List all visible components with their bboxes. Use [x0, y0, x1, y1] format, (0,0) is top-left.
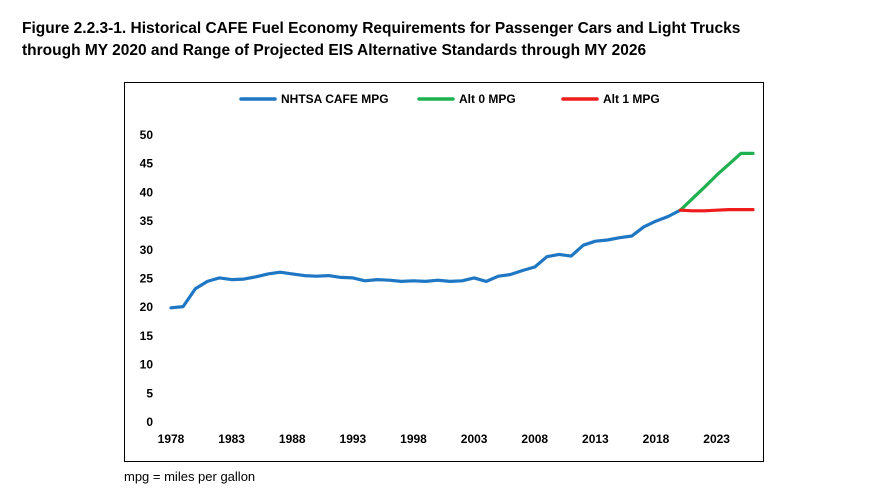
- chart-area: NHTSA CAFE MPG Alt 0 MPG Alt 1 MPG 0 5 10 15 2…: [124, 82, 764, 462]
- y-tick-label: 25: [140, 272, 154, 286]
- series-line-nhtsa-cafe-mpg: [169, 208, 682, 310]
- x-tick-label: 1983: [218, 432, 245, 446]
- legend-label-nhtsa-cafe-mpg: NHTSA CAFE MPG: [281, 92, 389, 106]
- x-tick-label: 1988: [279, 432, 306, 446]
- figure-title-line-1: Figure 2.2.3-1. Historical CAFE Fuel Eco…: [22, 20, 741, 37]
- y-tick-label: 5: [146, 386, 153, 400]
- x-tick-label: 2023: [703, 432, 730, 446]
- y-tick-label: 15: [140, 329, 154, 343]
- line-chart: NHTSA CAFE MPG Alt 0 MPG Alt 1 MPG 0 5 10 15 2…: [140, 92, 755, 446]
- series-line-alt-0-mpg: [678, 151, 755, 212]
- legend: NHTSA CAFE MPG Alt 0 MPG Alt 1 MPG: [239, 92, 660, 106]
- figure-title-line-2: through MY 2020 and Range of Projected E…: [22, 42, 647, 59]
- legend-label-alt-1-mpg: Alt 1 MPG: [603, 92, 660, 106]
- y-tick-label: 0: [146, 415, 153, 429]
- figure-title: Figure 2.2.3-1. Historical CAFE Fuel Eco…: [22, 18, 872, 62]
- x-tick-label: 1998: [400, 432, 427, 446]
- y-tick-label: 30: [140, 243, 154, 257]
- y-tick-label: 10: [140, 358, 154, 372]
- y-tick-label: 45: [140, 157, 154, 171]
- x-tick-label: 1993: [340, 432, 367, 446]
- y-tick-label: 40: [140, 185, 154, 199]
- y-tick-label: 35: [140, 214, 154, 228]
- footnote: mpg = miles per gallon: [124, 469, 256, 484]
- x-tick-label: 2003: [461, 432, 488, 446]
- series-line-alt-1-mpg: [678, 207, 755, 213]
- x-tick-label: 1978: [158, 432, 185, 446]
- y-axis: 0 5 10 15 20 25 30 35 40 45 50: [140, 128, 154, 429]
- x-axis: 1978 1983 1988 1993 1998 2003 2008 2013 2018 2023: [158, 432, 731, 446]
- y-tick-label: 50: [140, 128, 154, 142]
- x-tick-label: 2008: [521, 432, 548, 446]
- x-tick-label: 2018: [643, 432, 670, 446]
- x-tick-label: 2013: [582, 432, 609, 446]
- legend-label-alt-0-mpg: Alt 0 MPG: [459, 92, 516, 106]
- series-layer: [169, 151, 755, 310]
- y-tick-label: 20: [140, 300, 154, 314]
